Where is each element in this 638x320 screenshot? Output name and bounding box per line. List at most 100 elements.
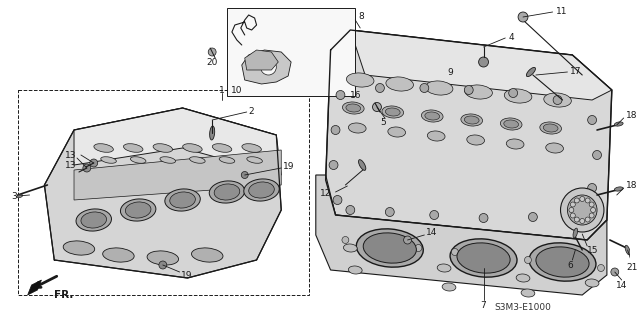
- Circle shape: [593, 150, 602, 159]
- Circle shape: [430, 211, 439, 220]
- Ellipse shape: [124, 144, 143, 152]
- Circle shape: [415, 244, 422, 252]
- Polygon shape: [325, 30, 612, 240]
- Ellipse shape: [103, 248, 134, 262]
- Circle shape: [260, 59, 276, 75]
- Polygon shape: [74, 150, 281, 200]
- Ellipse shape: [346, 104, 360, 112]
- Ellipse shape: [170, 192, 195, 208]
- Ellipse shape: [382, 106, 404, 118]
- Text: 5: 5: [380, 117, 386, 126]
- Circle shape: [329, 161, 338, 170]
- Ellipse shape: [214, 184, 240, 200]
- Ellipse shape: [17, 194, 22, 198]
- Ellipse shape: [210, 126, 215, 140]
- Ellipse shape: [242, 144, 262, 152]
- Ellipse shape: [94, 144, 114, 152]
- Circle shape: [331, 125, 340, 134]
- Ellipse shape: [165, 189, 200, 211]
- Circle shape: [567, 195, 597, 225]
- Circle shape: [378, 241, 385, 247]
- Circle shape: [598, 265, 604, 271]
- Ellipse shape: [189, 157, 205, 163]
- Ellipse shape: [516, 274, 530, 282]
- Polygon shape: [45, 108, 281, 278]
- Text: 9: 9: [447, 68, 453, 76]
- Ellipse shape: [244, 179, 279, 201]
- Text: 20: 20: [207, 58, 218, 67]
- Circle shape: [342, 236, 349, 244]
- Polygon shape: [27, 280, 41, 295]
- Ellipse shape: [585, 279, 599, 287]
- Ellipse shape: [212, 144, 232, 152]
- Ellipse shape: [343, 244, 357, 252]
- Ellipse shape: [343, 102, 364, 114]
- Text: 17: 17: [570, 67, 582, 76]
- Ellipse shape: [614, 122, 623, 126]
- Ellipse shape: [573, 228, 577, 238]
- Bar: [18, 90, 309, 295]
- Ellipse shape: [357, 229, 423, 267]
- Circle shape: [404, 236, 412, 244]
- Ellipse shape: [121, 199, 156, 221]
- Ellipse shape: [529, 243, 596, 281]
- Ellipse shape: [125, 202, 151, 218]
- Polygon shape: [350, 30, 612, 100]
- Circle shape: [561, 260, 568, 268]
- Ellipse shape: [427, 131, 445, 141]
- Text: 4: 4: [508, 33, 514, 42]
- Circle shape: [553, 95, 562, 105]
- Circle shape: [570, 213, 575, 218]
- Ellipse shape: [425, 112, 440, 120]
- Text: 6: 6: [568, 260, 574, 269]
- Polygon shape: [245, 50, 278, 70]
- Ellipse shape: [504, 120, 519, 128]
- Ellipse shape: [545, 143, 563, 153]
- Circle shape: [452, 249, 458, 255]
- Circle shape: [561, 188, 604, 232]
- Ellipse shape: [465, 85, 493, 99]
- Circle shape: [488, 252, 495, 260]
- Ellipse shape: [247, 157, 262, 163]
- Ellipse shape: [160, 157, 175, 163]
- Ellipse shape: [219, 157, 235, 163]
- Text: 10: 10: [231, 85, 242, 94]
- Circle shape: [420, 84, 429, 92]
- Ellipse shape: [76, 209, 112, 231]
- Ellipse shape: [182, 144, 202, 152]
- Ellipse shape: [500, 118, 522, 130]
- Circle shape: [385, 207, 394, 217]
- Ellipse shape: [467, 135, 484, 145]
- Circle shape: [589, 202, 594, 207]
- Ellipse shape: [450, 239, 517, 277]
- Ellipse shape: [614, 187, 623, 191]
- Circle shape: [574, 217, 579, 222]
- Ellipse shape: [507, 139, 524, 149]
- Circle shape: [569, 207, 574, 212]
- Circle shape: [346, 205, 355, 214]
- Circle shape: [568, 207, 577, 217]
- Circle shape: [208, 48, 216, 56]
- Ellipse shape: [147, 251, 179, 265]
- Ellipse shape: [81, 212, 107, 228]
- Ellipse shape: [544, 124, 558, 132]
- Circle shape: [585, 217, 590, 222]
- Circle shape: [580, 219, 584, 223]
- Ellipse shape: [359, 160, 366, 170]
- Ellipse shape: [442, 283, 456, 291]
- Circle shape: [333, 196, 342, 204]
- Text: 1: 1: [219, 85, 225, 94]
- Ellipse shape: [544, 93, 572, 107]
- Ellipse shape: [536, 247, 589, 277]
- Text: 19: 19: [181, 270, 192, 279]
- Ellipse shape: [153, 144, 172, 152]
- Text: 14: 14: [616, 281, 627, 290]
- Polygon shape: [316, 175, 607, 295]
- Text: 8: 8: [358, 12, 364, 20]
- Ellipse shape: [363, 233, 417, 263]
- Circle shape: [588, 116, 597, 124]
- Circle shape: [528, 212, 537, 221]
- Circle shape: [90, 159, 98, 167]
- Ellipse shape: [540, 122, 561, 134]
- Ellipse shape: [385, 108, 400, 116]
